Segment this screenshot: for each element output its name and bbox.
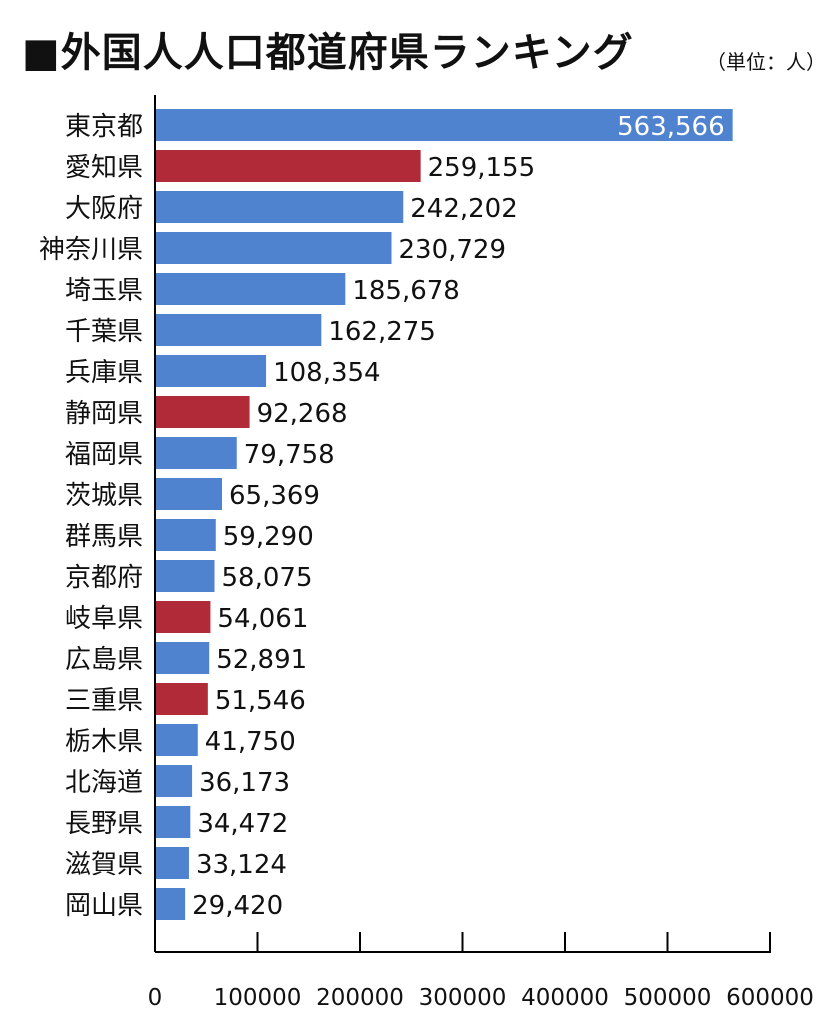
value-label: 65,369	[229, 481, 320, 511]
category-label: 茨城県	[65, 481, 143, 511]
value-label: 259,155	[428, 153, 536, 183]
category-label: 北海道	[65, 768, 143, 798]
value-label: 51,546	[215, 686, 306, 716]
bar	[155, 519, 216, 551]
bar	[155, 150, 421, 182]
bar	[155, 642, 210, 674]
bar	[155, 601, 211, 633]
bar	[155, 765, 193, 797]
x-tick-label: 500000	[624, 985, 712, 1011]
category-label: 千葉県	[65, 317, 143, 347]
bar	[155, 847, 189, 879]
bar	[155, 314, 322, 346]
value-label: 29,420	[192, 891, 283, 921]
bar	[155, 683, 208, 715]
value-label: 230,729	[398, 235, 506, 265]
value-label: 108,354	[273, 358, 381, 388]
bar	[155, 724, 198, 756]
category-label: 岐阜県	[65, 604, 143, 634]
category-label: 東京都	[65, 112, 143, 142]
bar	[155, 109, 733, 141]
category-label: 岡山県	[65, 891, 143, 921]
value-label: 33,124	[196, 850, 287, 880]
category-label: 栃木県	[65, 727, 143, 757]
bar	[155, 232, 392, 264]
category-label: 愛知県	[65, 153, 143, 183]
value-label: 79,758	[244, 440, 335, 470]
category-label: 大阪府	[65, 194, 143, 224]
bar	[155, 355, 267, 387]
bar	[155, 437, 237, 469]
x-tick-label: 400000	[521, 985, 609, 1011]
category-label: 長野県	[65, 809, 143, 839]
x-tick-label: 200000	[316, 985, 404, 1011]
category-label: 広島県	[65, 645, 143, 675]
category-label: 京都府	[65, 563, 143, 593]
chart-title: ■外国人人口都道府県ランキング	[22, 30, 634, 76]
value-label: 59,290	[223, 522, 314, 552]
value-label: 563,566	[617, 112, 725, 142]
bar	[155, 396, 250, 428]
value-label: 54,061	[217, 604, 308, 634]
x-tick-label: 100000	[214, 985, 302, 1011]
value-label: 34,472	[197, 809, 288, 839]
category-label: 静岡県	[65, 399, 143, 429]
value-label: 185,678	[352, 276, 460, 306]
value-label: 242,202	[410, 194, 518, 224]
value-label: 162,275	[328, 317, 436, 347]
category-label: 滋賀県	[65, 850, 143, 880]
category-label: 三重県	[65, 686, 143, 716]
unit-label: （単位：人）	[706, 50, 826, 74]
category-label: 福岡県	[65, 440, 143, 470]
bar	[155, 191, 404, 223]
bar	[155, 888, 186, 920]
category-label: 埼玉県	[65, 276, 143, 306]
category-label: 兵庫県	[65, 358, 143, 388]
bar	[155, 806, 191, 838]
bar	[155, 560, 215, 592]
value-label: 36,173	[199, 768, 290, 798]
value-label: 58,075	[222, 563, 313, 593]
bar	[155, 273, 346, 305]
value-label: 52,891	[216, 645, 307, 675]
bar	[155, 478, 223, 510]
value-label: 92,268	[257, 399, 348, 429]
category-label: 神奈川県	[39, 235, 143, 265]
category-label: 群馬県	[65, 522, 143, 552]
x-tick-label: 600000	[726, 985, 814, 1011]
x-tick-label: 300000	[419, 985, 507, 1011]
value-label: 41,750	[205, 727, 296, 757]
x-tick-label: 0	[148, 985, 163, 1011]
